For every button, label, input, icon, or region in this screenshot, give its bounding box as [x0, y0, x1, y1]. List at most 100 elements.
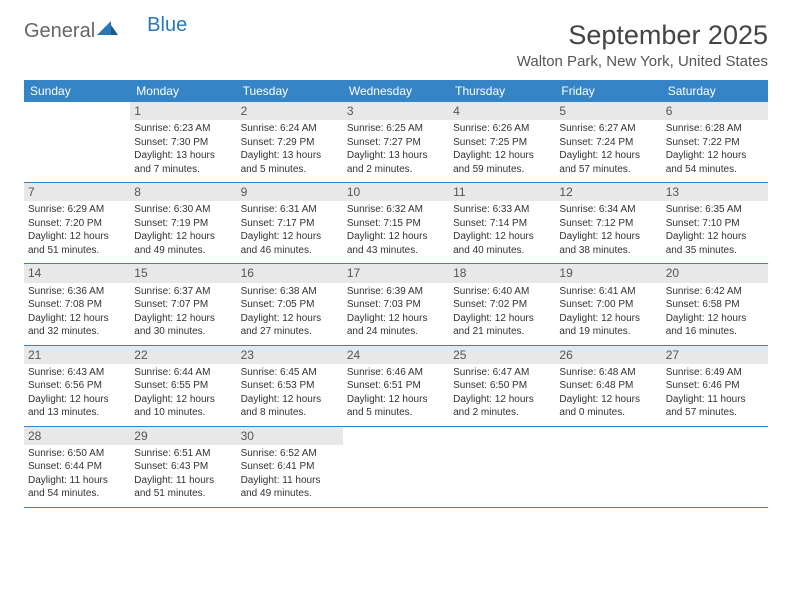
calendar-day-cell: 1Sunrise: 6:23 AMSunset: 7:30 PMDaylight…	[130, 102, 236, 182]
sunset-line: Sunset: 7:08 PM	[28, 298, 126, 312]
day-info: Sunrise: 6:50 AMSunset: 6:44 PMDaylight:…	[28, 447, 126, 501]
day-number: 4	[449, 102, 555, 120]
sunset-line: Sunset: 7:02 PM	[453, 298, 551, 312]
day-info: Sunrise: 6:46 AMSunset: 6:51 PMDaylight:…	[347, 366, 445, 420]
weekday-header: Monday	[130, 80, 236, 102]
day-info: Sunrise: 6:25 AMSunset: 7:27 PMDaylight:…	[347, 122, 445, 176]
sunrise-line: Sunrise: 6:42 AM	[666, 285, 764, 299]
sunrise-line: Sunrise: 6:24 AM	[241, 122, 339, 136]
day-number: 16	[237, 264, 343, 282]
sunset-line: Sunset: 7:20 PM	[28, 217, 126, 231]
calendar-day-cell: 26Sunrise: 6:48 AMSunset: 6:48 PMDayligh…	[555, 346, 661, 426]
day-info: Sunrise: 6:38 AMSunset: 7:05 PMDaylight:…	[241, 285, 339, 339]
day-info: Sunrise: 6:28 AMSunset: 7:22 PMDaylight:…	[666, 122, 764, 176]
daylight-line: Daylight: 11 hours and 54 minutes.	[28, 474, 126, 501]
calendar-empty-cell	[24, 102, 130, 182]
sunrise-line: Sunrise: 6:40 AM	[453, 285, 551, 299]
calendar-week-row: 28Sunrise: 6:50 AMSunset: 6:44 PMDayligh…	[24, 427, 768, 508]
daylight-line: Daylight: 12 hours and 8 minutes.	[241, 393, 339, 420]
calendar-empty-cell	[662, 427, 768, 507]
sunrise-line: Sunrise: 6:43 AM	[28, 366, 126, 380]
daylight-line: Daylight: 13 hours and 7 minutes.	[134, 149, 232, 176]
day-info: Sunrise: 6:52 AMSunset: 6:41 PMDaylight:…	[241, 447, 339, 501]
day-info: Sunrise: 6:39 AMSunset: 7:03 PMDaylight:…	[347, 285, 445, 339]
daylight-line: Daylight: 12 hours and 0 minutes.	[559, 393, 657, 420]
sunset-line: Sunset: 7:05 PM	[241, 298, 339, 312]
sunset-line: Sunset: 7:29 PM	[241, 136, 339, 150]
sunset-line: Sunset: 6:53 PM	[241, 379, 339, 393]
sunrise-line: Sunrise: 6:26 AM	[453, 122, 551, 136]
day-info: Sunrise: 6:27 AMSunset: 7:24 PMDaylight:…	[559, 122, 657, 176]
calendar-day-cell: 27Sunrise: 6:49 AMSunset: 6:46 PMDayligh…	[662, 346, 768, 426]
calendar-week-row: 21Sunrise: 6:43 AMSunset: 6:56 PMDayligh…	[24, 346, 768, 427]
month-title: September 2025	[517, 20, 768, 51]
day-info: Sunrise: 6:37 AMSunset: 7:07 PMDaylight:…	[134, 285, 232, 339]
sunset-line: Sunset: 7:27 PM	[347, 136, 445, 150]
calendar-day-cell: 22Sunrise: 6:44 AMSunset: 6:55 PMDayligh…	[130, 346, 236, 426]
day-number: 7	[24, 183, 130, 201]
weekday-header: Wednesday	[343, 80, 449, 102]
calendar-day-cell: 23Sunrise: 6:45 AMSunset: 6:53 PMDayligh…	[237, 346, 343, 426]
day-info: Sunrise: 6:35 AMSunset: 7:10 PMDaylight:…	[666, 203, 764, 257]
logo: General Blue	[24, 20, 187, 43]
day-number: 18	[449, 264, 555, 282]
calendar-day-cell: 28Sunrise: 6:50 AMSunset: 6:44 PMDayligh…	[24, 427, 130, 507]
daylight-line: Daylight: 12 hours and 59 minutes.	[453, 149, 551, 176]
day-number: 25	[449, 346, 555, 364]
daylight-line: Daylight: 12 hours and 21 minutes.	[453, 312, 551, 339]
sunrise-line: Sunrise: 6:52 AM	[241, 447, 339, 461]
day-number: 3	[343, 102, 449, 120]
day-info: Sunrise: 6:41 AMSunset: 7:00 PMDaylight:…	[559, 285, 657, 339]
day-info: Sunrise: 6:33 AMSunset: 7:14 PMDaylight:…	[453, 203, 551, 257]
day-info: Sunrise: 6:32 AMSunset: 7:15 PMDaylight:…	[347, 203, 445, 257]
day-number: 6	[662, 102, 768, 120]
daylight-line: Daylight: 12 hours and 51 minutes.	[28, 230, 126, 257]
weekday-header: Saturday	[662, 80, 768, 102]
calendar-week-row: 7 Sunrise: 6:29 AMSunset: 7:20 PMDaylight…	[24, 183, 768, 264]
sunset-line: Sunset: 6:51 PM	[347, 379, 445, 393]
day-number: 11	[449, 183, 555, 201]
day-info: Sunrise: 6:24 AMSunset: 7:29 PMDaylight:…	[241, 122, 339, 176]
calendar-day-cell: 17Sunrise: 6:39 AMSunset: 7:03 PMDayligh…	[343, 264, 449, 344]
weekday-header: Tuesday	[237, 80, 343, 102]
calendar-day-cell: 30Sunrise: 6:52 AMSunset: 6:41 PMDayligh…	[237, 427, 343, 507]
sunset-line: Sunset: 7:00 PM	[559, 298, 657, 312]
sunrise-line: Sunrise: 6:23 AM	[134, 122, 232, 136]
sunset-line: Sunset: 7:07 PM	[134, 298, 232, 312]
calendar-body: 1Sunrise: 6:23 AMSunset: 7:30 PMDaylight…	[24, 102, 768, 508]
daylight-line: Daylight: 11 hours and 51 minutes.	[134, 474, 232, 501]
sunset-line: Sunset: 7:24 PM	[559, 136, 657, 150]
sunrise-line: Sunrise: 6:37 AM	[134, 285, 232, 299]
day-number: 19	[555, 264, 661, 282]
sunset-line: Sunset: 7:25 PM	[453, 136, 551, 150]
day-info: Sunrise: 6:42 AMSunset: 6:58 PMDaylight:…	[666, 285, 764, 339]
sunrise-line: Sunrise: 6:29 AM	[28, 203, 126, 217]
weekday-header: Sunday	[24, 80, 130, 102]
sunrise-line: Sunrise: 6:51 AM	[134, 447, 232, 461]
calendar-day-cell: 4 Sunrise: 6:26 AMSunset: 7:25 PMDaylight…	[449, 102, 555, 182]
sunrise-line: Sunrise: 6:33 AM	[453, 203, 551, 217]
day-number: 12	[555, 183, 661, 201]
day-number: 9	[237, 183, 343, 201]
day-info: Sunrise: 6:47 AMSunset: 6:50 PMDaylight:…	[453, 366, 551, 420]
sunset-line: Sunset: 6:58 PM	[666, 298, 764, 312]
sunrise-line: Sunrise: 6:31 AM	[241, 203, 339, 217]
weekday-header: Thursday	[449, 80, 555, 102]
sunset-line: Sunset: 7:30 PM	[134, 136, 232, 150]
day-number: 24	[343, 346, 449, 364]
sunrise-line: Sunrise: 6:39 AM	[347, 285, 445, 299]
calendar-day-cell: 8Sunrise: 6:30 AMSunset: 7:19 PMDaylight…	[130, 183, 236, 263]
sunset-line: Sunset: 7:03 PM	[347, 298, 445, 312]
day-number: 20	[662, 264, 768, 282]
calendar-day-cell: 29Sunrise: 6:51 AMSunset: 6:43 PMDayligh…	[130, 427, 236, 507]
daylight-line: Daylight: 12 hours and 10 minutes.	[134, 393, 232, 420]
day-info: Sunrise: 6:45 AMSunset: 6:53 PMDaylight:…	[241, 366, 339, 420]
sunset-line: Sunset: 6:46 PM	[666, 379, 764, 393]
sunrise-line: Sunrise: 6:38 AM	[241, 285, 339, 299]
calendar-day-cell: 20 Sunrise: 6:42 AMSunset: 6:58 PMDayligh…	[662, 264, 768, 344]
sunrise-line: Sunrise: 6:25 AM	[347, 122, 445, 136]
sunset-line: Sunset: 7:14 PM	[453, 217, 551, 231]
daylight-line: Daylight: 12 hours and 54 minutes.	[666, 149, 764, 176]
daylight-line: Daylight: 12 hours and 5 minutes.	[347, 393, 445, 420]
location: Walton Park, New York, United States	[517, 53, 768, 70]
